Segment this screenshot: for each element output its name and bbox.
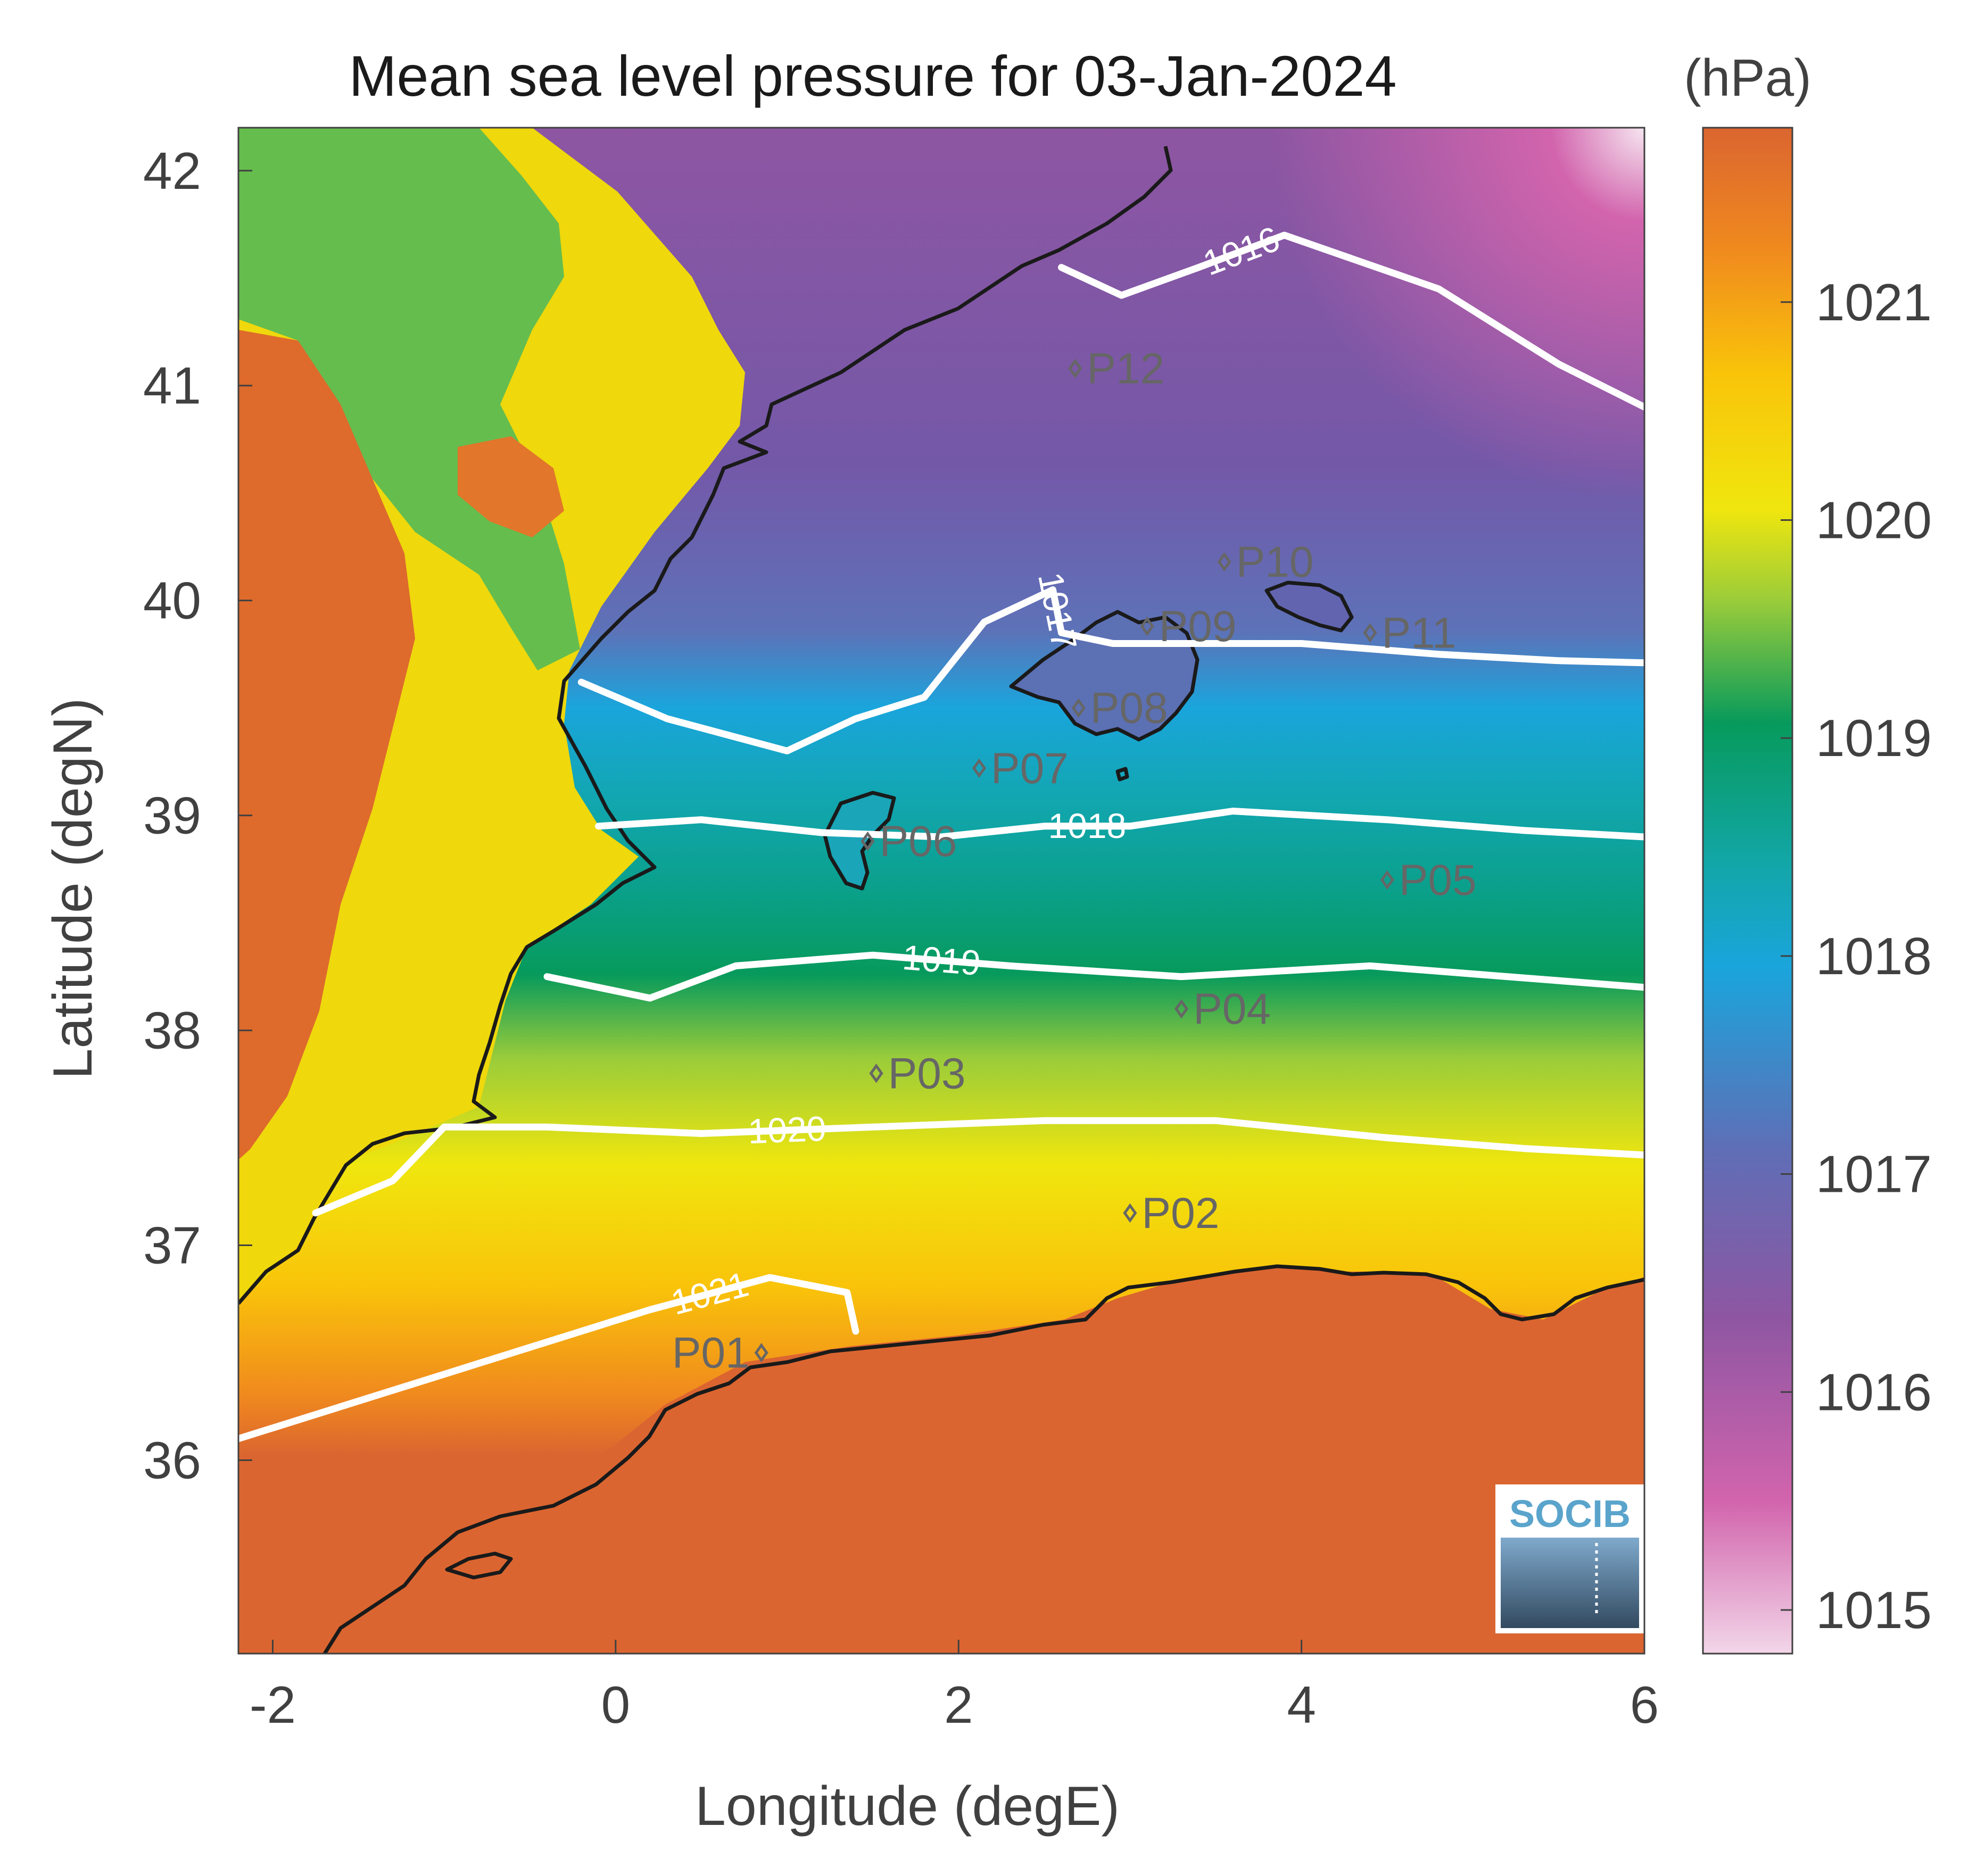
colorbar-tick-label: 1016 (1816, 1363, 1932, 1421)
y-axis-title: Latitude (degN) (42, 698, 104, 1080)
point-marker-p07 (972, 758, 986, 778)
colorbar-ticks: 1015 1016 1017 1018 1019 1020 1021 (1781, 273, 1932, 1639)
iberia-green-fringe (238, 128, 580, 670)
y-tick-label: 37 (143, 1216, 201, 1275)
contour-line-1016 (1058, 231, 1644, 411)
point-marker-p02 (1123, 1203, 1137, 1223)
island-cabrera (1115, 767, 1129, 782)
colorbar-tick-label: 1021 (1816, 273, 1932, 331)
point-markers: P01 P02 P03 P04 P05 P06 P07 P08 P09 P10 P11 P12 (672, 344, 1477, 1377)
x-axis-title: Longitude (degE) (695, 1775, 1120, 1837)
contour-line-1019 (543, 951, 1644, 1002)
contour-label-1018: 1018 (1048, 806, 1126, 845)
iberia-highland (238, 330, 415, 1160)
colorbar-unit: (hPa) (1684, 48, 1812, 107)
point-marker-p04 (1174, 999, 1189, 1019)
point-marker-p01 (754, 1343, 768, 1363)
point-marker-p10 (1217, 552, 1231, 572)
colorbar-tick-label: 1019 (1816, 709, 1932, 767)
point-marker-p12 (1068, 359, 1082, 378)
chart-title: Mean sea level pressure for 03-Jan-2024 (349, 44, 1396, 108)
plot-frame (237, 127, 1645, 1655)
x-tick-label: 4 (1287, 1675, 1316, 1734)
colorbar-tick-label: 1017 (1816, 1145, 1932, 1203)
x-tick-label: 2 (944, 1675, 973, 1734)
y-tick-label: 40 (143, 571, 201, 630)
y-tick-label: 38 (143, 1001, 201, 1060)
colorbar-tick-label: 1020 (1816, 491, 1932, 549)
colorbar-tick-label: 1018 (1816, 927, 1932, 985)
y-axis-ticks: 36 37 38 39 40 41 42 (143, 142, 252, 1489)
point-label-p02: P02 (1142, 1189, 1219, 1238)
contour-line-1018 (595, 808, 1644, 841)
socib-logo-sea (1501, 1538, 1639, 1628)
point-label-p01: P01 (672, 1329, 750, 1377)
contour-label-1020: 1020 (747, 1109, 827, 1151)
socib-logo: SOCIB (1495, 1484, 1644, 1633)
island-ibiza (823, 791, 896, 891)
point-label-p08: P08 (1090, 684, 1168, 733)
colorbar: (hPa) 1015 1016 1017 1018 1019 1020 1021 (1684, 48, 1932, 1655)
point-marker-p03 (869, 1064, 883, 1083)
contour-line-1020 (312, 1117, 1644, 1217)
y-tick-label: 36 (143, 1431, 201, 1489)
point-marker-p08 (1071, 698, 1086, 718)
island-menorca (1264, 580, 1354, 633)
point-marker-p06 (861, 831, 875, 851)
x-axis-ticks: -2 0 2 4 6 (250, 1640, 1659, 1734)
point-label-p12: P12 (1087, 344, 1164, 393)
colorbar-ramp (1702, 127, 1793, 1655)
x-tick-label: 6 (1630, 1675, 1659, 1734)
point-marker-p11 (1363, 622, 1377, 643)
point-label-p09: P09 (1159, 602, 1237, 651)
africa-land (238, 1266, 1644, 1654)
x-tick-label: -2 (250, 1675, 296, 1734)
iberia-coastline (238, 146, 1173, 1305)
point-label-p05: P05 (1399, 856, 1477, 904)
point-label-p04: P04 (1193, 985, 1271, 1033)
africa-coastline (323, 1264, 1644, 1654)
point-label-p11: P11 (1382, 609, 1456, 657)
point-label-p07: P07 (991, 744, 1069, 793)
y-tick-label: 41 (143, 356, 201, 415)
coastlines (238, 146, 1644, 1654)
contour-line-1017 (577, 586, 1644, 754)
point-marker-p05 (1380, 870, 1394, 890)
y-tick-label: 39 (143, 786, 201, 845)
island-alboran (445, 1551, 513, 1580)
y-tick-label: 42 (143, 142, 201, 200)
contour-label-1019: 1019 (901, 937, 982, 983)
point-label-p06: P06 (879, 817, 957, 866)
contour-line-1021 (238, 1274, 859, 1442)
socib-logo-text: SOCIB (1509, 1493, 1631, 1535)
iberia-highland-2 (458, 436, 564, 537)
x-tick-label: 0 (601, 1675, 631, 1734)
point-label-p03: P03 (888, 1049, 966, 1098)
point-label-p10: P10 (1236, 538, 1314, 586)
point-marker-p09 (1140, 616, 1154, 636)
colorbar-tick-label: 1015 (1816, 1581, 1932, 1639)
